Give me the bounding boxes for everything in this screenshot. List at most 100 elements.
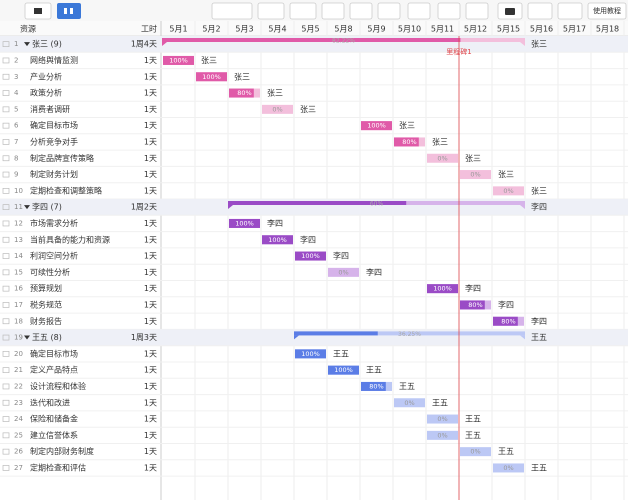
duration: 1天: [144, 349, 157, 358]
duration: 1天: [144, 284, 157, 293]
row-icon: [2, 188, 10, 194]
date-label: 5月15: [497, 25, 520, 34]
task-progress: [427, 284, 458, 294]
row-icon: [2, 383, 10, 390]
row-number: 14: [14, 252, 23, 260]
progress-label: 100%: [301, 350, 320, 358]
task-progress: [295, 251, 326, 261]
row-number: 6: [14, 122, 19, 130]
owner-label: 李四: [366, 267, 382, 277]
owner-label: 张三: [498, 170, 514, 179]
owner-label: 张三: [267, 89, 283, 98]
task-name: 建立信誉体系: [30, 430, 78, 440]
task-name: 定期检查和调整策略: [30, 185, 102, 195]
date-label: 5月4: [268, 25, 286, 34]
progress-label: 0%: [503, 187, 513, 195]
duration: 1天: [144, 121, 157, 130]
group-bar-cap: [294, 335, 299, 340]
task-name: 保险和储备金: [30, 414, 78, 424]
date-label: 5月3: [235, 25, 253, 34]
owner-label: 张三: [234, 72, 250, 81]
task-name: 确定目标市场: [30, 120, 78, 130]
row-number: 11: [14, 203, 23, 211]
row-icon: [2, 73, 10, 80]
row-icon: [2, 302, 10, 308]
task-name: 分析竞争对手: [30, 136, 78, 146]
move-down-button[interactable]: [349, 2, 373, 20]
milestone-label: 里程碑1: [446, 47, 471, 56]
owner-label: 王五: [465, 431, 481, 440]
copy-button[interactable]: [407, 2, 431, 20]
outdent-button[interactable]: [257, 2, 285, 20]
row-number: 12: [14, 219, 23, 227]
task-bar: [427, 430, 458, 440]
row-number: 13: [14, 236, 23, 244]
collapse-arrow: [24, 335, 30, 340]
duration: 1天: [144, 72, 157, 81]
date-label: 5月11: [431, 25, 454, 34]
owner-label: 李四: [333, 251, 349, 261]
row-number: 27: [14, 464, 23, 472]
owner-label: 李四: [498, 299, 514, 309]
duration: 1天: [144, 415, 157, 424]
duration: 1天: [144, 252, 157, 261]
owner-label: 张三: [201, 56, 217, 65]
group-button[interactable]: [211, 2, 253, 20]
task-progress: [394, 137, 419, 147]
owner-label: 李四: [465, 283, 481, 293]
collapse-arrow: [24, 205, 30, 210]
row-number: 25: [14, 431, 23, 439]
progress-label: 80%: [369, 382, 383, 390]
task-name: 网络舆情监测: [30, 55, 78, 65]
move-up-button[interactable]: [321, 2, 345, 20]
icon: [70, 8, 73, 14]
task-name: 消费者调研: [30, 104, 70, 114]
progress-label: 0%: [404, 399, 414, 407]
row-icon: [2, 465, 10, 471]
progress-label: 0%: [470, 448, 480, 456]
header: [0, 21, 628, 36]
owner-label: 王五: [531, 463, 547, 472]
duration: 1天: [144, 170, 157, 179]
redo-button[interactable]: [465, 2, 489, 20]
progress-label: 100%: [334, 366, 353, 374]
row-icon: [2, 416, 10, 422]
progress-label: 0%: [437, 415, 447, 423]
row-icon: [2, 139, 10, 145]
date-label: 5月17: [563, 25, 586, 34]
owner-label: 张三: [531, 40, 547, 49]
task-name: 市场需求分析: [30, 218, 78, 228]
owner-label: 张三: [432, 137, 448, 146]
row-number: 9: [14, 171, 18, 179]
progress-label: 60%: [370, 201, 384, 208]
owner-label: 王五: [366, 366, 382, 375]
indent-button[interactable]: [289, 2, 317, 20]
duration: 1天: [144, 154, 157, 163]
share-button[interactable]: [557, 2, 583, 20]
duration: 1天: [144, 382, 157, 391]
row-number: 16: [14, 285, 23, 293]
delete-button[interactable]: [377, 2, 401, 20]
duration: 1天: [144, 463, 157, 472]
task-progress: [328, 365, 359, 375]
owner-label: 王五: [399, 382, 415, 391]
progress-label: 80%: [237, 89, 251, 97]
row-number: 7: [14, 138, 18, 146]
row-number: 1: [14, 40, 18, 48]
help-button[interactable]: [587, 2, 627, 20]
task-name: 税务规范: [30, 299, 62, 309]
row-icon: [2, 57, 10, 64]
row-number: 20: [14, 350, 23, 358]
task-progress: [295, 349, 326, 359]
task-name: 政策分析: [30, 88, 62, 98]
date-label: 5月1: [169, 25, 187, 34]
row-icon: [2, 220, 10, 227]
duration: 1天: [144, 137, 157, 146]
date-label: 5月9: [367, 25, 385, 34]
task-bar: [460, 170, 491, 180]
fullscreen-button[interactable]: [527, 2, 553, 20]
task-name: 制定财务计划: [30, 169, 78, 179]
undo-button[interactable]: [437, 2, 461, 20]
gantt-view-button[interactable]: [57, 3, 81, 19]
